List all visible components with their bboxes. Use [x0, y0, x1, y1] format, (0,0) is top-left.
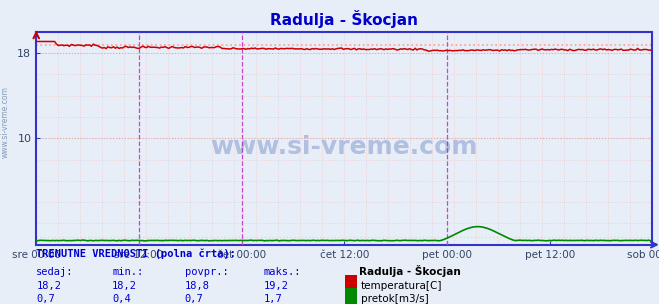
Text: 18,2: 18,2 [112, 282, 137, 292]
Text: 1,7: 1,7 [264, 295, 282, 304]
Text: povpr.:: povpr.: [185, 267, 228, 277]
Text: maks.:: maks.: [264, 267, 301, 277]
Text: 19,2: 19,2 [264, 282, 289, 292]
Title: Radulja - Škocjan: Radulja - Škocjan [270, 10, 418, 28]
Text: 18,2: 18,2 [36, 282, 61, 292]
Text: Radulja - Škocjan: Radulja - Škocjan [359, 265, 461, 277]
Text: www.si-vreme.com: www.si-vreme.com [211, 135, 478, 159]
Text: TRENUTNE VREDNOSTI (polna črta):: TRENUTNE VREDNOSTI (polna črta): [36, 248, 236, 259]
Text: sedaj:: sedaj: [36, 267, 74, 277]
Text: 0,7: 0,7 [185, 295, 203, 304]
Text: 18,8: 18,8 [185, 282, 210, 292]
Text: pretok[m3/s]: pretok[m3/s] [361, 295, 429, 304]
Text: www.si-vreme.com: www.si-vreme.com [1, 86, 10, 157]
Text: temperatura[C]: temperatura[C] [361, 282, 443, 292]
Text: 0,7: 0,7 [36, 295, 55, 304]
Text: min.:: min.: [112, 267, 143, 277]
Text: 0,4: 0,4 [112, 295, 130, 304]
